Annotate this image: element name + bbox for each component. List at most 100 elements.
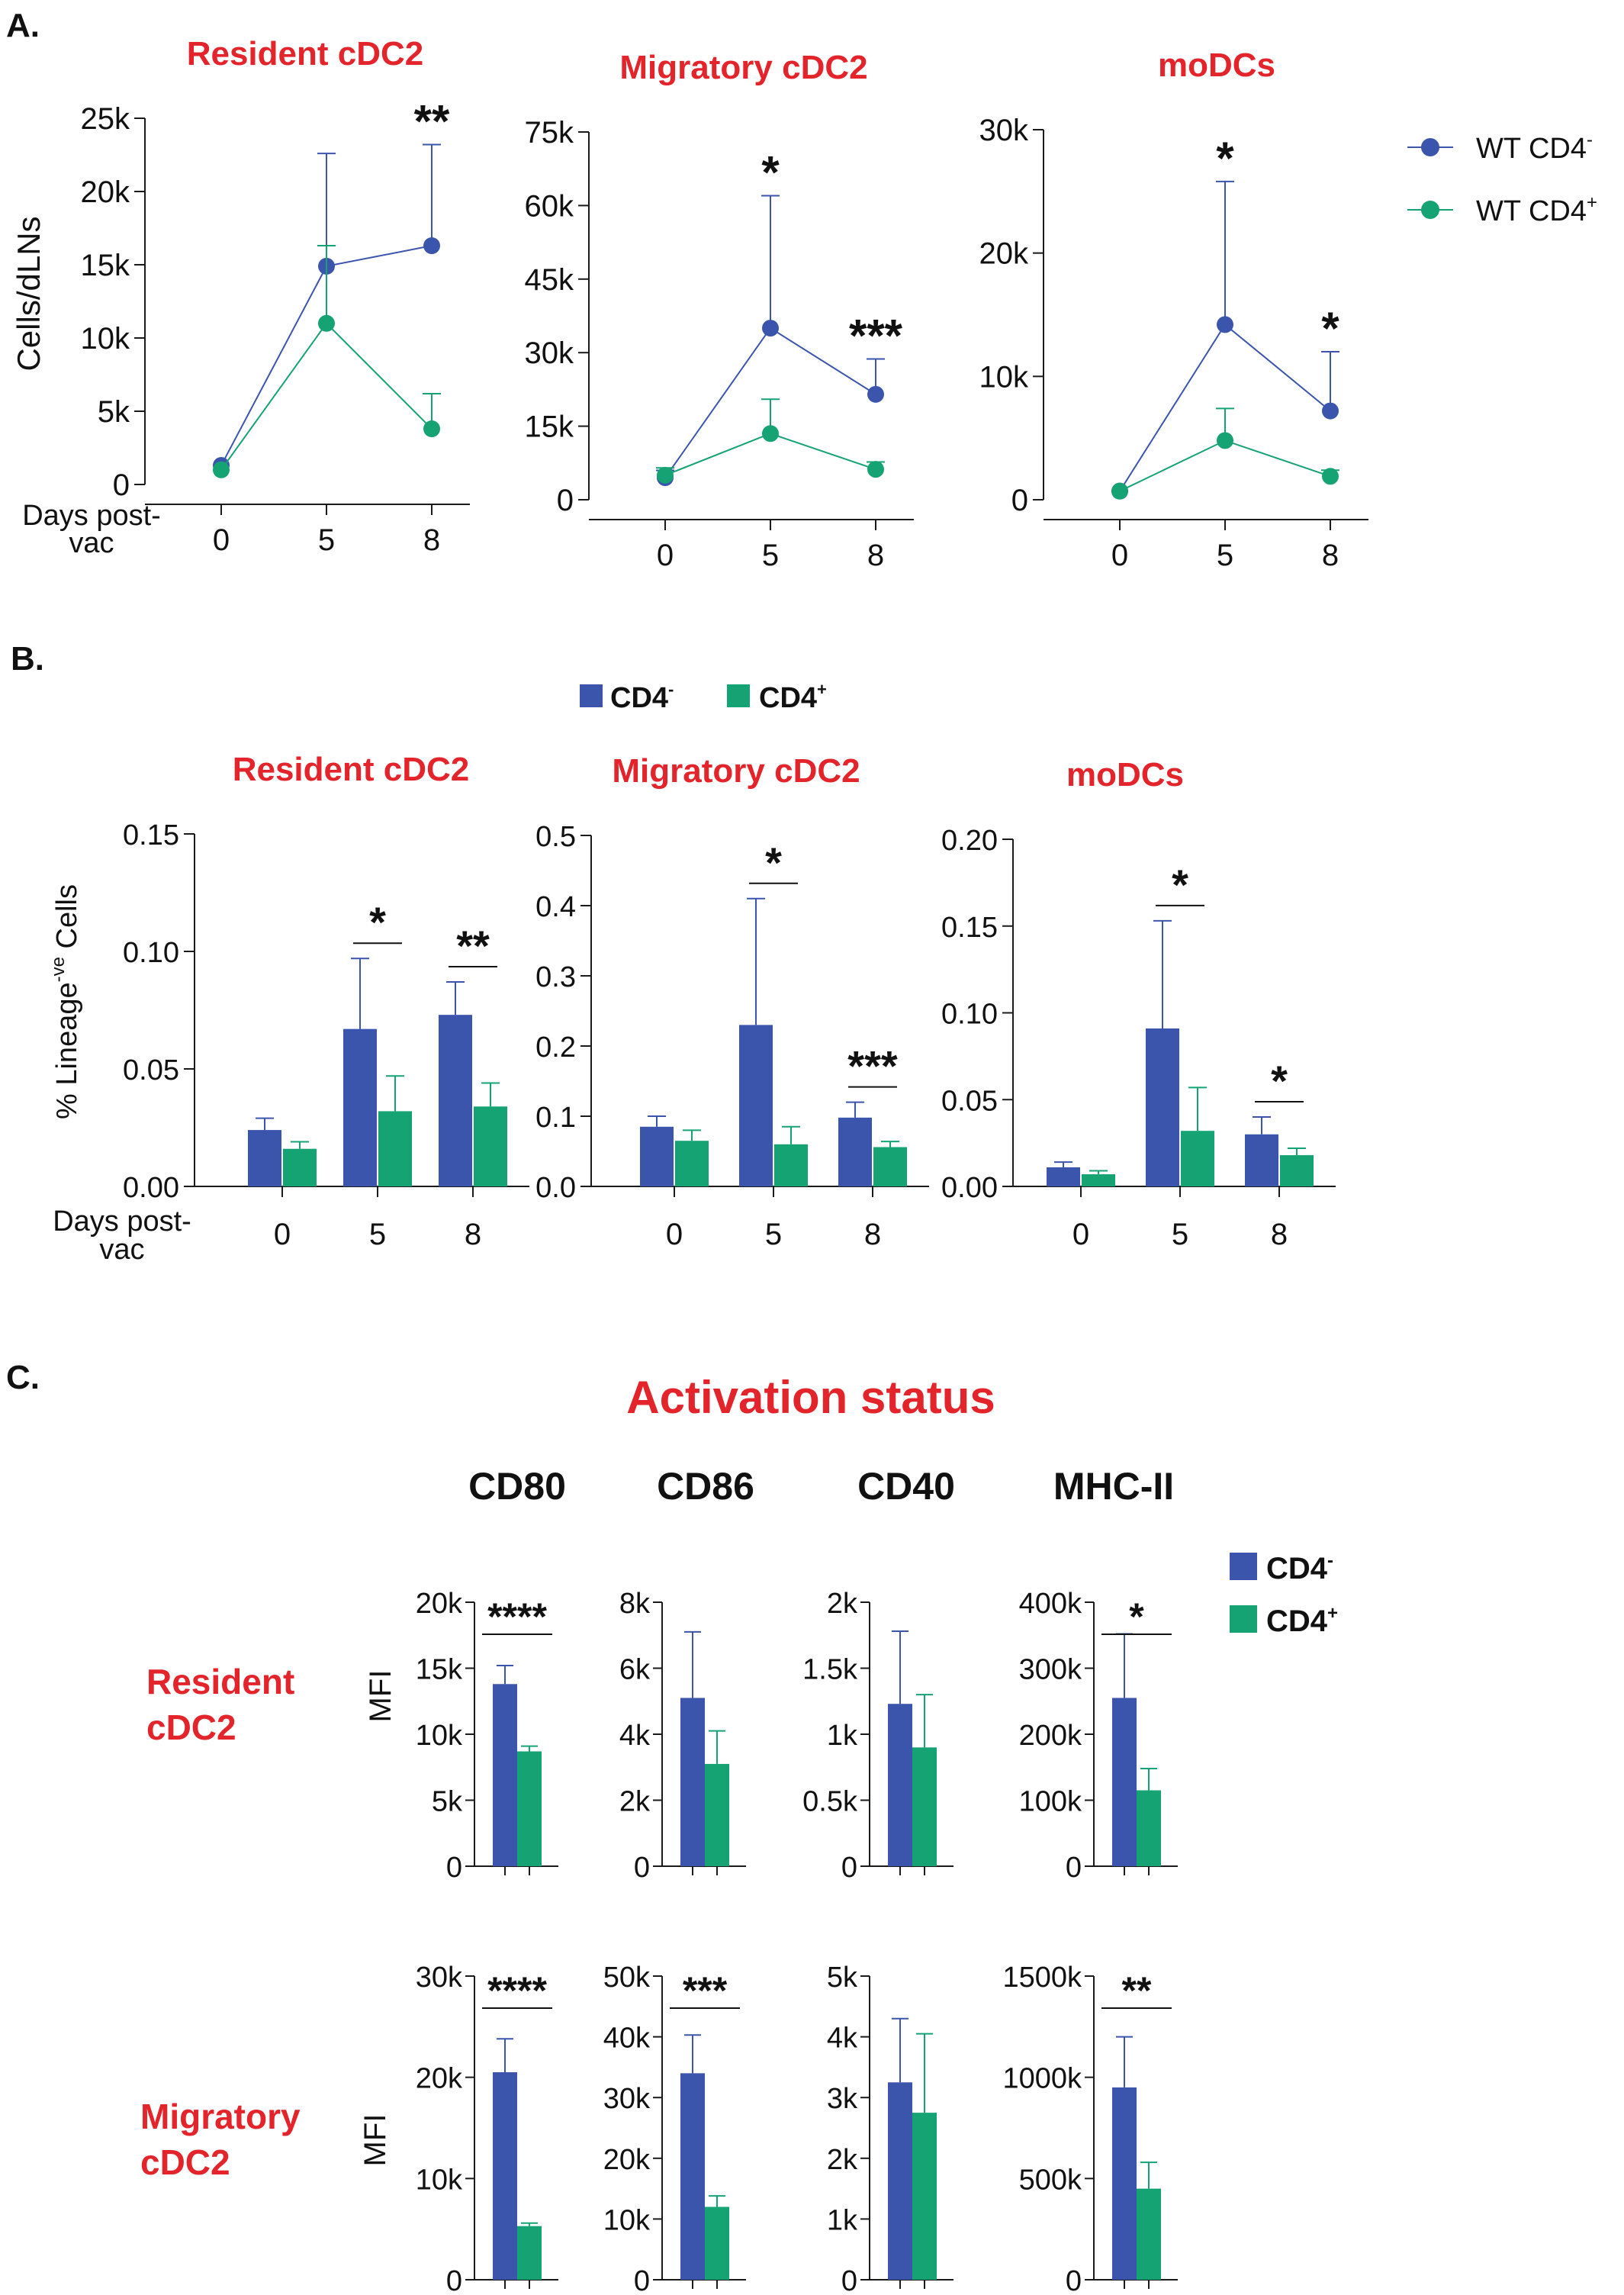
chart-c-mig-cd80: 0 10k 20k 30k **** [416,1962,558,2295]
significance-label: * [765,838,782,887]
panel-c-row-label-resident-1: Resident [146,1662,294,1701]
chart-title: moDCs [1158,47,1275,84]
legend-b-pos-sup: + [817,680,827,699]
bar [705,2206,729,2280]
legend-b-pos-label: CD4 [759,682,817,714]
y-tick-label: 45k [525,263,574,297]
panel-b-ylabel-post: Cells [51,884,83,957]
panel-c-ylabel-migratory: MFI [359,2114,392,2167]
y-tick-label: 20k [81,175,130,209]
bar [439,1015,472,1186]
bar [1280,1155,1314,1186]
panel-label-b: B. [11,640,44,678]
chart-title: Resident cDC2 [233,751,470,788]
y-tick-label: 0.15 [123,819,179,851]
svg-text:CD4-: CD4- [610,680,674,714]
y-tick-label: 8k [619,1588,651,1620]
chart-title: moDCs [1066,756,1184,793]
y-tick-label: 30k [416,1962,463,1994]
bar [1047,1167,1080,1186]
svg-text:CD4+: CD4+ [759,680,827,714]
y-tick-label: 25k [81,102,130,136]
bar [838,1118,872,1186]
y-tick-label: 0.10 [123,937,179,969]
y-tick-label: 5k [98,395,130,429]
bar [1146,1028,1179,1186]
bar [517,2226,542,2280]
significance-label: *** [847,1042,898,1090]
legend-b-neg-swatch [580,684,603,707]
y-tick-label: 2k [827,2144,858,2176]
chart-c-res-mhcii: 0 100k 200k 300k 400k * [1019,1588,1178,1884]
panel-c-col-cd80: CD80 [468,1465,566,1508]
legend-a-pos-label: WT CD4 [1476,195,1587,227]
y-tick-label: 0 [634,2265,650,2295]
data-point [423,237,440,254]
legend-c: CD4- CD4+ [1230,1550,1338,1638]
y-tick-label: 1k [827,1720,858,1752]
y-tick-label: 50k [603,1962,651,1994]
svg-text:WT CD4-: WT CD4- [1476,130,1593,165]
y-tick-label: 0 [446,1852,462,1884]
bar [493,2072,517,2280]
bar [1112,2087,1137,2280]
chart-title: Migratory cDC2 [619,49,867,86]
panel-c-ylabel-resident: MFI [364,1670,397,1723]
legend-c-pos-label: CD4 [1266,1605,1328,1638]
data-point [1322,403,1339,420]
y-tick-label: 2k [619,1786,651,1818]
chart-c-res-cd40: 0 0.5k 1k 1.5k 2k [802,1588,953,1884]
x-tick-label: 5 [1172,1218,1188,1251]
y-tick-label: 20k [603,2144,651,2176]
legend-b-pos-swatch [727,684,750,707]
data-point [867,461,884,478]
y-tick-label: 10k [81,322,130,356]
bar [705,1764,729,1866]
y-tick-label: 1500k [1002,1962,1082,1994]
y-tick-label: 1000k [1002,2063,1082,2095]
x-tick-label: 8 [1271,1218,1288,1251]
panel-c-row-label-resident-2: cDC2 [146,1708,236,1747]
chart-c-mig-cd86: 0 10k 20k 30k 40k 50k *** [603,1962,746,2295]
significance-label: * [1321,303,1339,354]
bar [774,1144,808,1186]
y-tick-label: 0 [841,2265,857,2295]
legend-c-pos-swatch [1230,1605,1257,1633]
y-tick-label: 4k [619,1720,651,1752]
x-tick-label: 5 [369,1218,386,1251]
legend-c-pos-sup: + [1327,1603,1338,1624]
legend-a: WT CD4- WT CD4+ [1407,130,1597,227]
panel-c-col-cd40: CD40 [857,1465,955,1508]
x-tick-label: 5 [318,523,335,557]
bar [1137,1791,1161,1866]
significance-label: * [761,147,780,198]
panel-c-row-label-migratory-2: cDC2 [140,2142,230,2182]
panel-c-row-label-migratory-1: Migratory [140,2097,301,2136]
significance-label: * [1129,1595,1144,1638]
legend-b-neg-label: CD4 [610,682,668,714]
y-tick-label: 500k [1019,2164,1082,2196]
y-tick-label: 200k [1019,1720,1082,1752]
bar [912,2113,937,2280]
x-tick-label: 0 [1111,539,1128,572]
significance-label: *** [683,1969,728,2012]
y-tick-label: 0.05 [941,1085,998,1117]
chart-b2: Migratory cDC20.00.10.20.30.40.50 5 8**** [535,752,929,1251]
legend-c-neg-sup: - [1327,1550,1333,1571]
panel-a-xlabel-line2: vac [69,527,114,559]
y-tick-label: 0.5 [535,821,576,853]
y-tick-label: 75k [525,116,574,150]
data-point [867,386,884,403]
x-tick-label: 8 [423,523,440,557]
y-tick-label: 1k [827,2204,858,2236]
data-point [762,425,779,442]
bar [888,2082,912,2280]
x-tick-label: 8 [867,539,884,572]
data-point [657,467,674,484]
panel-label-a: A. [6,7,40,44]
chart-b3: moDCs 0.00 0.05 0.10 0.15 0.20 0 5 8 * * [941,756,1336,1251]
chart-c-mig-mhcii: 0 500k 1000k 1500k ** [1002,1962,1178,2295]
legend-a-neg-marker [1421,138,1439,156]
y-tick-label: 15k [81,249,130,282]
